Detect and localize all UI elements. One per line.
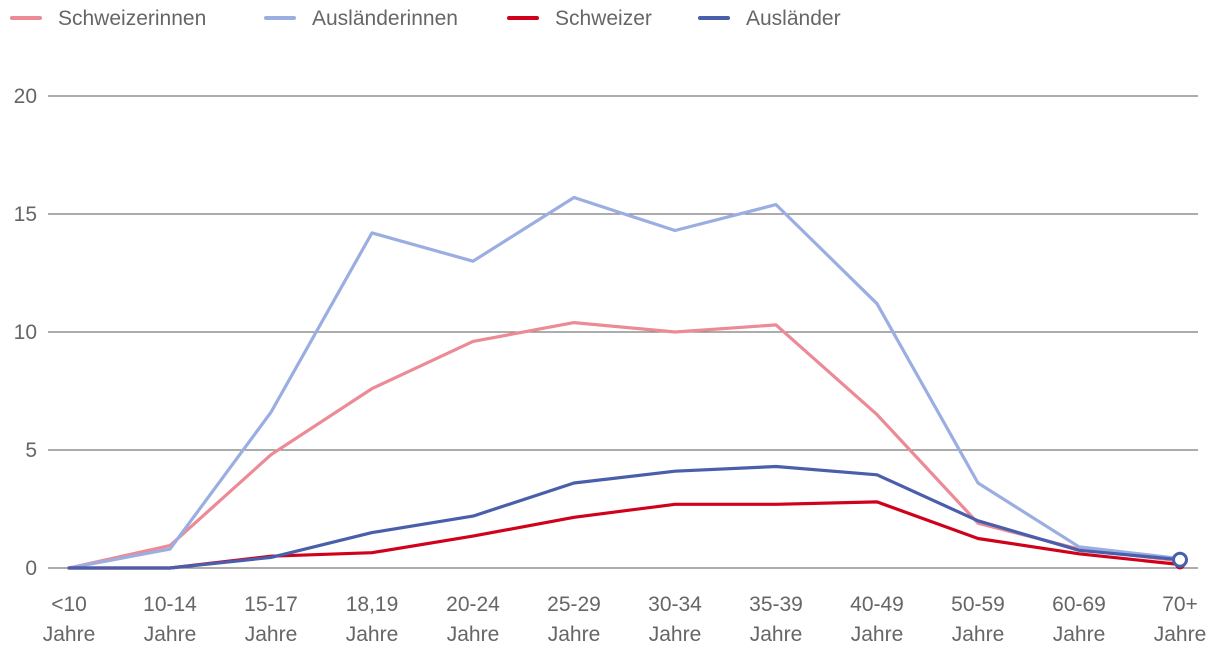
series-line-schweizer[interactable] [67, 500, 1182, 570]
y-tick-label: 0 [25, 557, 37, 580]
series-line-schweizerinnen[interactable] [67, 321, 1182, 570]
x-tick-label: 15-17 Jahre [244, 593, 298, 646]
x-tick-label: 10-14 Jahre [143, 593, 197, 646]
x-tick-label: 40-49 Jahre [850, 593, 904, 646]
y-tick-label: 20 [14, 85, 37, 108]
legend-item[interactable]: Schweizer [507, 7, 652, 30]
legend: Schweizerinnen Ausländerinnen Schweizer Aus… [10, 7, 841, 30]
y-tick-label: 15 [14, 203, 37, 226]
legend-label: Schweizer [555, 7, 652, 30]
series-line-ausländerinnen[interactable] [67, 195, 1182, 570]
x-tick-label: 30-34 Jahre [648, 593, 702, 646]
x-tick-label: 18,19 Jahre [346, 593, 399, 646]
x-tick-label: 20-24 Jahre [446, 593, 500, 646]
x-tick-label: 60-69 Jahre [1052, 593, 1106, 646]
legend-item[interactable]: Ausländer [698, 7, 841, 30]
x-tick-label: <10 Jahre [43, 593, 96, 646]
legend-label: Ausländerinnen [312, 7, 458, 30]
y-tick-label: 5 [25, 439, 37, 462]
x-tick-label: 50-59 Jahre [951, 593, 1005, 646]
y-axis-ticks: 0 5 10 15 20 [14, 85, 37, 580]
end-marker-auslaender[interactable] [1172, 551, 1188, 568]
legend-label: Ausländer [746, 7, 841, 30]
legend-label: Schweizerinnen [58, 7, 206, 30]
legend-item[interactable]: Schweizerinnen [10, 7, 206, 30]
x-tick-label: 35-39 Jahre [749, 593, 803, 646]
grid-lines [48, 95, 1198, 569]
x-tick-label: 25-29 Jahre [547, 593, 601, 646]
series-group [67, 195, 1188, 570]
x-axis-ticks: <10 Jahre 10-14 Jahre 15-17 Jahre 18,19 Jahre 20… [43, 593, 1207, 646]
y-tick-label: 10 [14, 321, 37, 344]
legend-item[interactable]: Ausländerinnen [264, 7, 458, 30]
x-tick-label: 70+ Jahre [1154, 593, 1207, 646]
series-line-ausländer[interactable] [67, 464, 1182, 570]
